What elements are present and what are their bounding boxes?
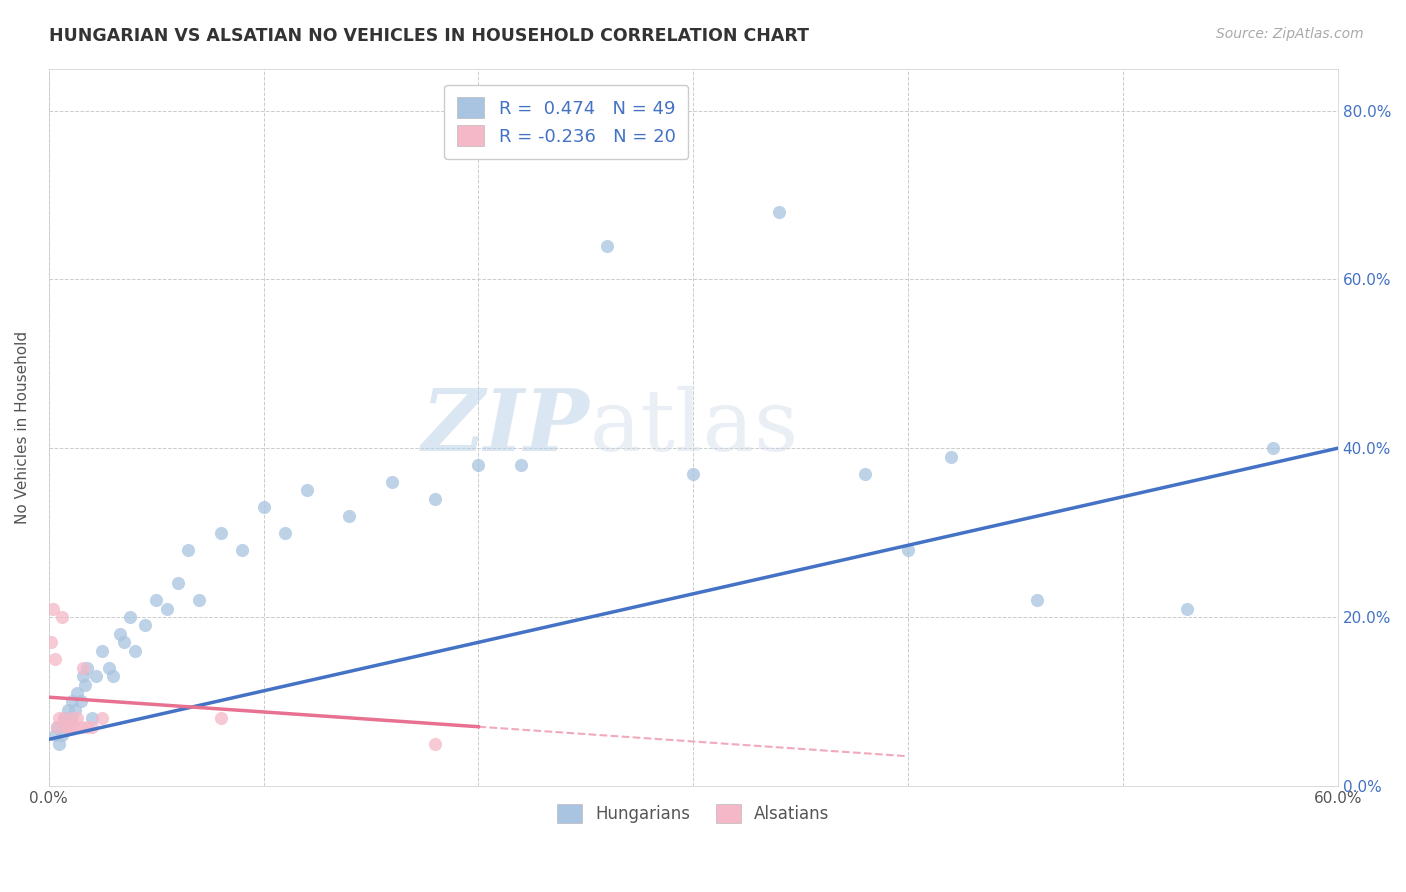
Point	[72, 660, 94, 674]
Point	[274, 525, 297, 540]
Point	[295, 483, 318, 498]
Point	[425, 491, 447, 506]
Point	[72, 669, 94, 683]
Point	[252, 500, 274, 515]
Point	[939, 450, 962, 464]
Point	[42, 601, 65, 615]
Point	[97, 660, 120, 674]
Point	[510, 458, 533, 472]
Point	[120, 610, 142, 624]
Point	[1263, 442, 1285, 456]
Point	[1175, 601, 1198, 615]
Point	[51, 610, 73, 624]
Point	[56, 703, 79, 717]
Point	[467, 458, 489, 472]
Point	[145, 593, 167, 607]
Point	[1025, 593, 1047, 607]
Y-axis label: No Vehicles in Household: No Vehicles in Household	[15, 331, 30, 524]
Point	[52, 711, 75, 725]
Point	[209, 711, 232, 725]
Point	[112, 635, 135, 649]
Point	[103, 669, 125, 683]
Point	[80, 720, 103, 734]
Point	[84, 669, 107, 683]
Point	[76, 720, 98, 734]
Point	[124, 644, 146, 658]
Point	[768, 205, 790, 219]
Point	[59, 720, 82, 734]
Point	[55, 720, 77, 734]
Point	[381, 475, 404, 489]
Point	[177, 542, 200, 557]
Text: Source: ZipAtlas.com: Source: ZipAtlas.com	[1216, 27, 1364, 41]
Point	[156, 601, 179, 615]
Text: atlas: atlas	[591, 385, 799, 468]
Point	[596, 238, 619, 252]
Point	[91, 644, 114, 658]
Point	[66, 711, 89, 725]
Point	[108, 627, 131, 641]
Point	[682, 467, 704, 481]
Point	[66, 686, 89, 700]
Point	[55, 720, 77, 734]
Point	[91, 711, 114, 725]
Point	[60, 711, 83, 725]
Point	[231, 542, 253, 557]
Point	[339, 508, 361, 523]
Point	[60, 694, 83, 708]
Point	[48, 737, 70, 751]
Text: HUNGARIAN VS ALSATIAN NO VEHICLES IN HOUSEHOLD CORRELATION CHART: HUNGARIAN VS ALSATIAN NO VEHICLES IN HOU…	[49, 27, 810, 45]
Point	[75, 677, 97, 691]
Point	[70, 720, 93, 734]
Point	[63, 720, 86, 734]
Point	[80, 711, 103, 725]
Point	[76, 660, 98, 674]
Legend: Hungarians, Alsatians: Hungarians, Alsatians	[546, 792, 841, 835]
Point	[44, 728, 66, 742]
Text: ZIP: ZIP	[422, 385, 591, 469]
Point	[188, 593, 211, 607]
Point	[166, 576, 188, 591]
Point	[853, 467, 876, 481]
Point	[134, 618, 156, 632]
Point	[59, 711, 82, 725]
Point	[70, 694, 93, 708]
Point	[46, 720, 69, 734]
Point	[897, 542, 920, 557]
Point	[51, 728, 73, 742]
Point	[48, 711, 70, 725]
Point	[209, 525, 232, 540]
Point	[425, 737, 447, 751]
Point	[52, 711, 75, 725]
Point	[44, 652, 66, 666]
Point	[63, 703, 86, 717]
Point	[56, 720, 79, 734]
Point	[39, 635, 62, 649]
Point	[46, 720, 69, 734]
